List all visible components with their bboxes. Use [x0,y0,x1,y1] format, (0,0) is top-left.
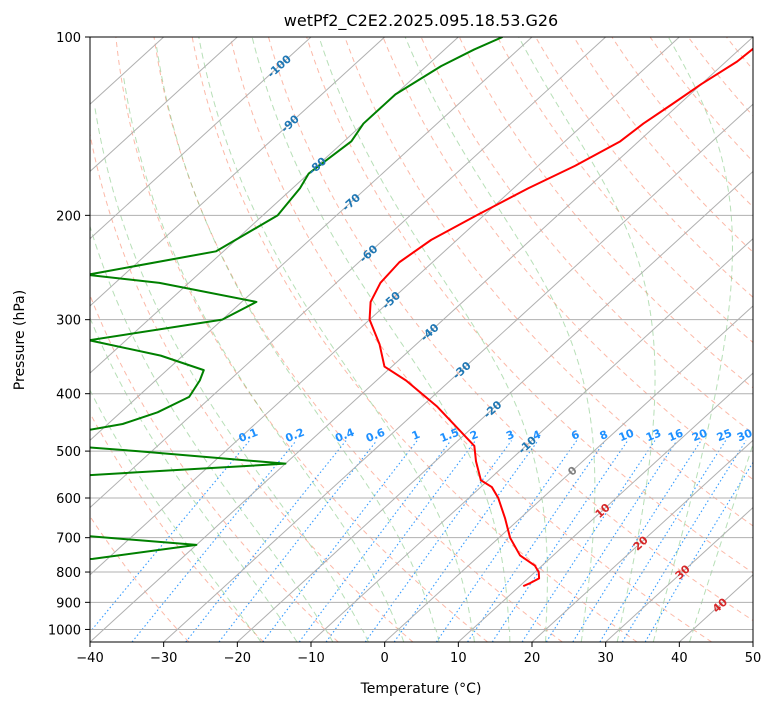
x-tick-label: −40 [76,651,103,666]
y-tick-label: 100 [56,31,81,46]
x-tick-label: 10 [450,651,467,666]
y-tick-label: 800 [56,566,81,581]
y-tick-label: 300 [56,314,81,329]
x-tick-label: 0 [381,651,389,666]
x-tick-label: 40 [671,651,688,666]
y-tick-label: 1000 [48,623,81,638]
x-axis-label: Temperature (°C) [360,681,482,697]
x-tick-label: −30 [150,651,177,666]
y-tick-label: 700 [56,532,81,547]
y-axis-label: Pressure (hPa) [12,290,28,390]
x-tick-label: 20 [524,651,541,666]
y-tick-label: 500 [56,445,81,460]
x-tick-label: −10 [297,651,324,666]
y-tick-label: 200 [56,209,81,224]
y-tick-label: 900 [56,596,81,611]
x-tick-label: 50 [745,651,762,666]
x-tick-label: 30 [597,651,614,666]
y-tick-label: 600 [56,492,81,507]
x-tick-label: −20 [224,651,251,666]
y-tick-label: 400 [56,388,81,403]
chart-title: wetPf2_C2E2.2025.095.18.53.G26 [284,11,558,31]
